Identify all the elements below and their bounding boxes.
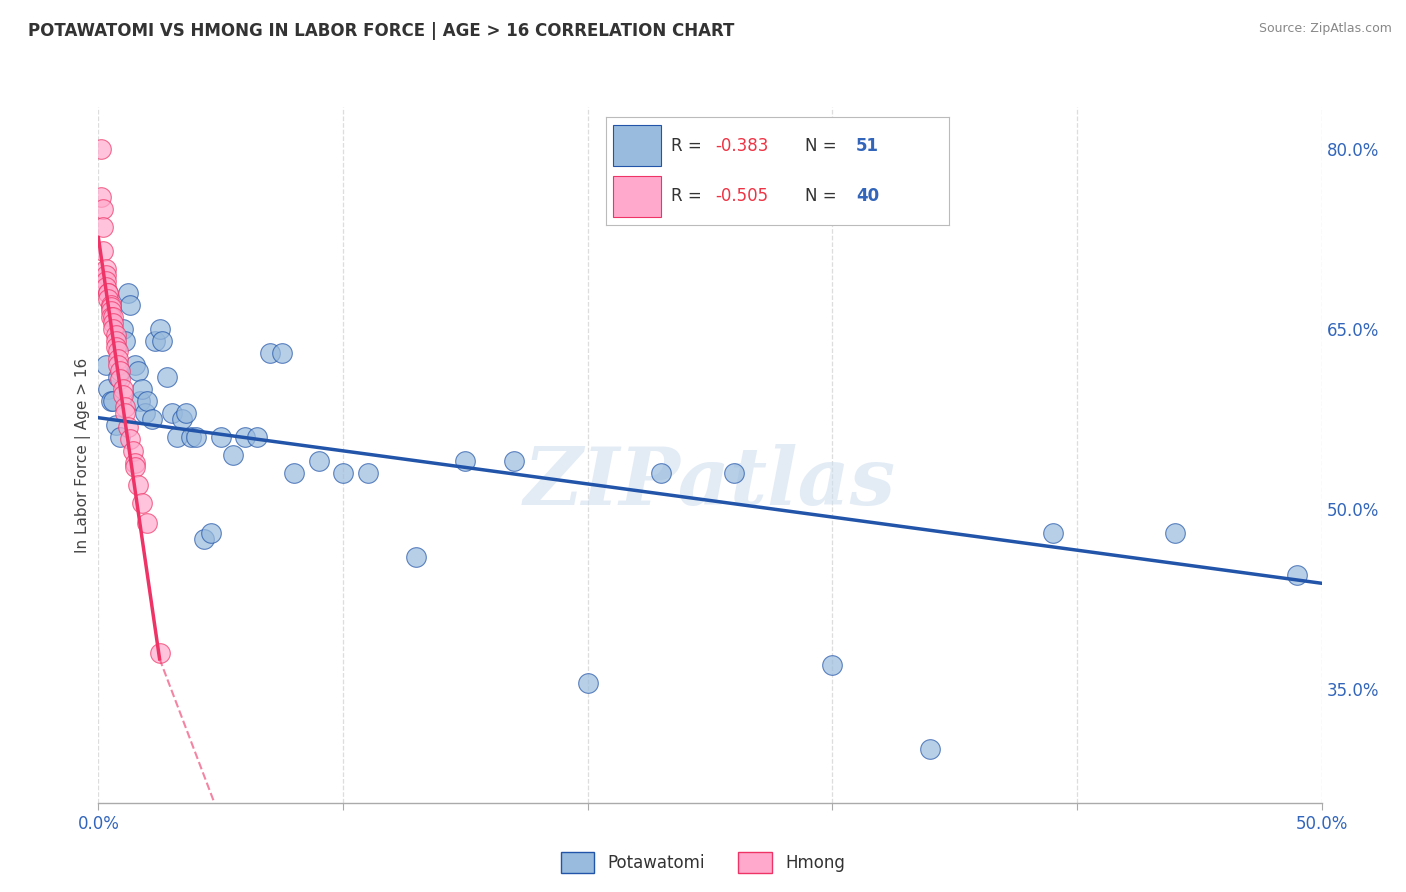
Point [97,382,120,396]
Point [186,430,208,444]
Point [117,285,139,300]
Point [124,459,146,474]
Point [90,142,112,156]
Point [131,496,153,510]
Point [405,549,427,564]
Point [110,364,132,378]
Text: ZIPatlas: ZIPatlas [524,444,896,522]
Text: Source: ZipAtlas.com: Source: ZipAtlas.com [1258,22,1392,36]
Point [1042,525,1064,540]
Point [222,448,245,462]
Point [131,382,153,396]
Point [124,456,146,470]
Point [104,334,127,348]
Point [143,334,166,348]
Point [723,466,745,480]
Point [170,412,193,426]
Point [124,358,146,372]
Point [127,364,149,378]
Point [127,478,149,492]
Point [97,292,120,306]
Point [94,262,117,277]
Point [136,393,159,408]
Point [200,525,222,540]
Point [114,334,136,348]
Point [193,532,215,546]
Point [107,351,129,366]
Point [121,444,143,458]
Point [149,646,172,660]
Point [156,370,179,384]
Point [111,322,134,336]
Point [100,310,122,324]
Point [100,298,122,312]
Point [114,400,136,414]
Point [141,412,163,426]
Point [454,454,477,468]
Point [94,280,117,294]
Point [100,304,122,318]
Point [90,190,112,204]
Point [97,285,120,300]
Point [120,298,142,312]
Point [246,430,269,444]
Point [650,466,672,480]
Point [100,393,122,408]
Point [104,340,127,354]
Point [94,268,117,282]
Point [101,310,124,324]
Point [920,741,942,756]
Point [259,346,281,360]
Point [107,343,129,358]
Point [283,466,305,480]
Point [110,372,132,386]
Point [180,430,202,444]
Point [117,420,139,434]
Point [94,274,117,288]
Point [91,202,114,216]
Point [136,516,159,531]
Point [107,370,129,384]
Point [1286,567,1309,582]
Point [1164,525,1187,540]
Point [134,406,156,420]
Point [91,244,114,258]
Text: POTAWATOMI VS HMONG IN LABOR FORCE | AGE > 16 CORRELATION CHART: POTAWATOMI VS HMONG IN LABOR FORCE | AGE… [28,22,734,40]
Y-axis label: In Labor Force | Age > 16: In Labor Force | Age > 16 [76,358,91,552]
Point [120,433,142,447]
Point [110,430,132,444]
Point [94,358,117,372]
Point [150,334,173,348]
Point [100,301,122,315]
Point [209,430,232,444]
Point [129,393,152,408]
Point [233,430,256,444]
Point [332,466,354,480]
Point [176,406,198,420]
Point [356,466,378,480]
Point [160,406,183,420]
Point [576,676,599,690]
Legend: Potawatomi, Hmong: Potawatomi, Hmong [554,846,852,880]
Point [101,393,124,408]
Point [101,322,124,336]
Point [114,406,136,420]
Point [97,285,120,300]
Point [107,358,129,372]
Point [111,388,134,402]
Point [821,657,844,672]
Point [104,328,127,343]
Point [91,219,114,234]
Point [104,417,127,432]
Point [270,346,294,360]
Point [503,454,526,468]
Point [149,322,172,336]
Point [111,382,134,396]
Point [101,316,124,330]
Point [166,430,188,444]
Point [308,454,330,468]
